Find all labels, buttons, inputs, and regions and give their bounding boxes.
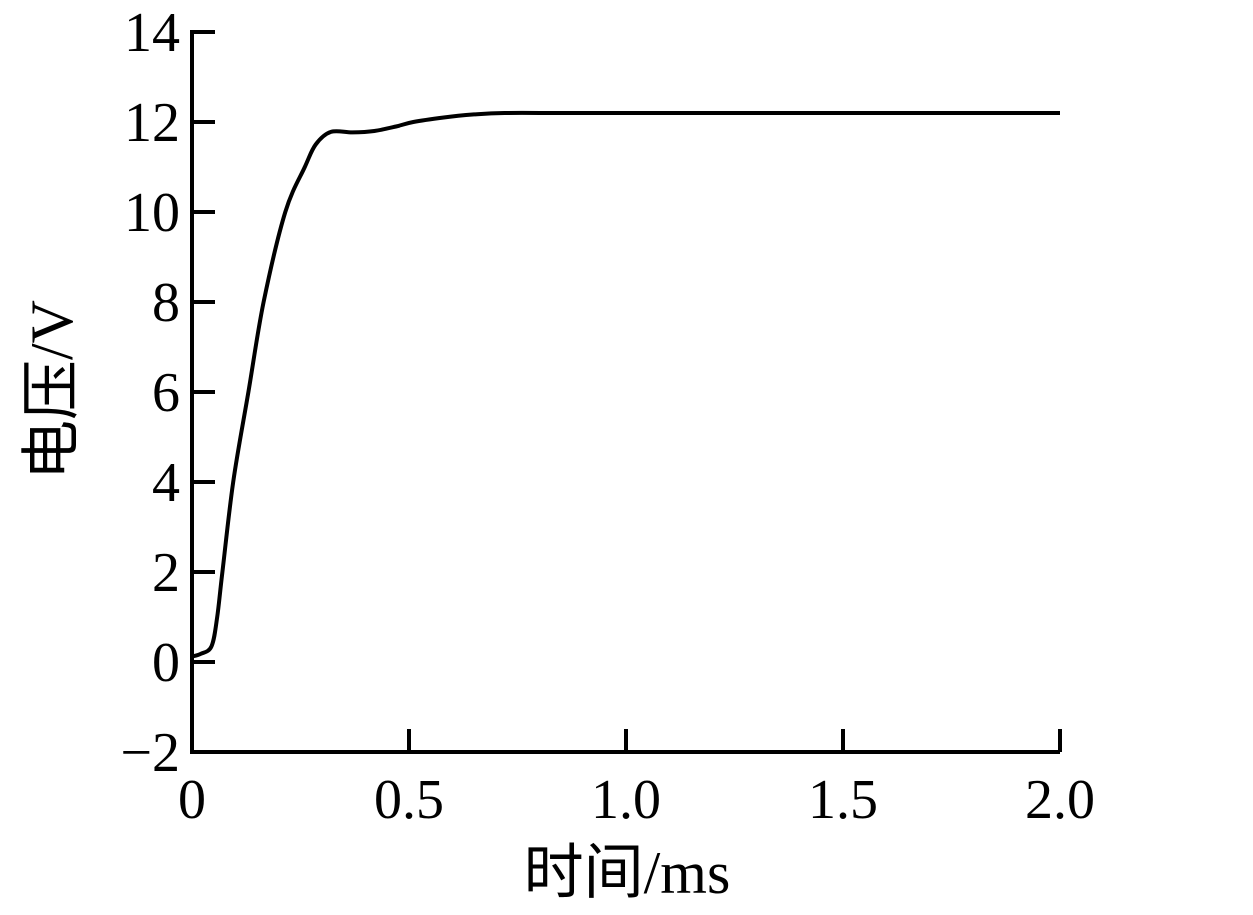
y-tick-label: 2 (152, 542, 180, 604)
x-tick-label: 1.0 (591, 769, 661, 831)
axis-ticks (190, 30, 1062, 754)
y-tick-label: 4 (152, 452, 180, 514)
y-tick-label: −2 (120, 722, 180, 784)
voltage-curve (191, 110, 1060, 659)
x-tick-label: 1.5 (808, 769, 878, 831)
x-tick-label: 0 (178, 769, 206, 831)
y-tick-label: 14 (124, 2, 180, 64)
y-axis-label: 电压/V (19, 300, 85, 480)
x-axis-label: 时间/ms (524, 840, 731, 906)
voltage-curve-path (191, 110, 1060, 659)
y-tick-label: 6 (152, 362, 180, 424)
y-tick-label: 10 (124, 182, 180, 244)
y-tick-label: 0 (152, 632, 180, 694)
x-tick-label: 0.5 (374, 769, 444, 831)
y-tick-label: 12 (124, 92, 180, 154)
y-tick-label: 8 (152, 272, 180, 334)
x-tick-label: 2.0 (1025, 769, 1095, 831)
